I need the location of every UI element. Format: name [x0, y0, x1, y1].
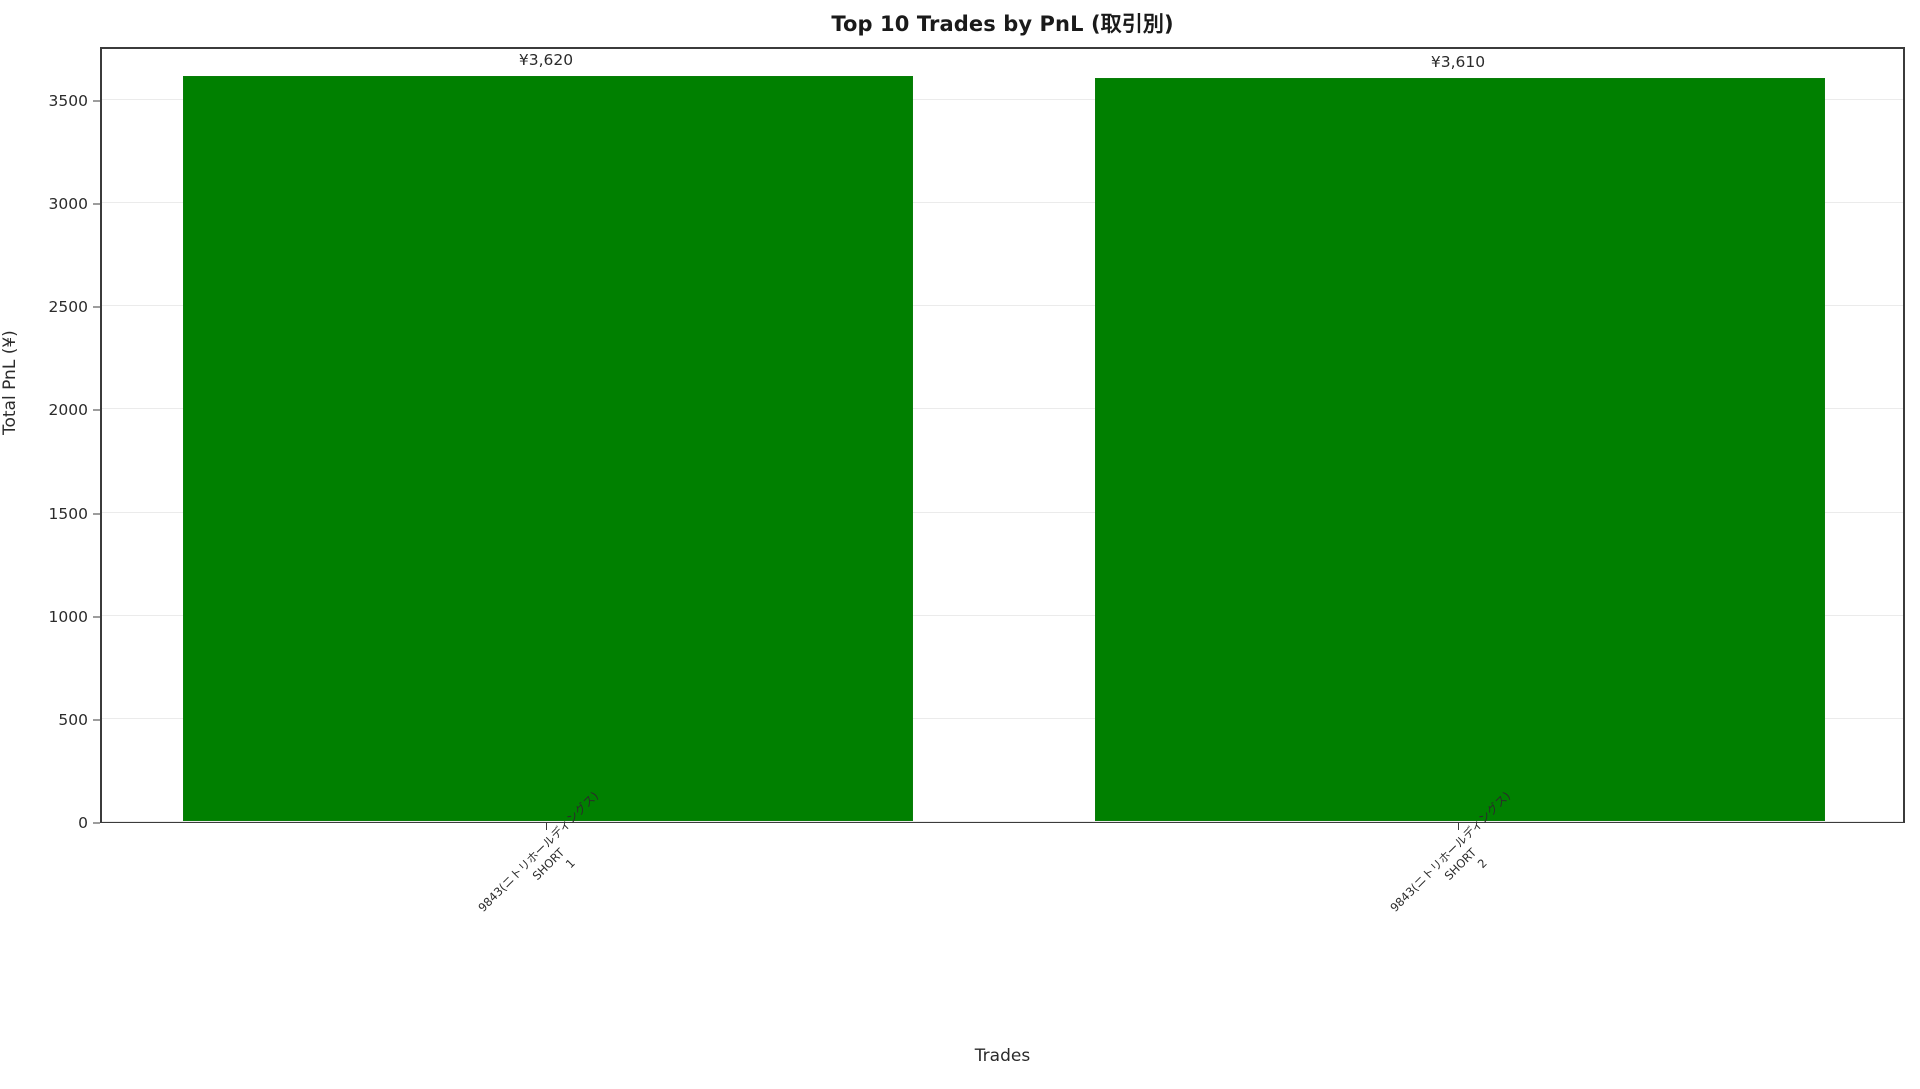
y-tick-mark-2500: [93, 306, 100, 308]
x-tick-mark-1: [546, 823, 547, 830]
bar-trade-2[interactable]: [1095, 77, 1825, 821]
x-axis-label: Trades: [974, 1046, 1031, 1066]
bar-value-label-1: ¥3,620: [518, 51, 574, 69]
y-tick-label-2000: 2000: [48, 401, 88, 420]
y-tick-label-1000: 1000: [48, 607, 88, 626]
x-tick-mark-2: [1458, 823, 1459, 830]
gridline-2000: [102, 408, 1903, 410]
y-axis-label: Total PnL (¥): [0, 330, 20, 435]
bar-value-label-2: ¥3,610: [1430, 53, 1486, 71]
chart-title: Top 10 Trades by PnL (取引別): [831, 12, 1174, 36]
y-tick-label-3000: 3000: [48, 195, 88, 214]
y-tick-label-1500: 1500: [48, 504, 88, 523]
gridline-2500: [102, 305, 1903, 307]
y-tick-mark-1000: [93, 616, 100, 618]
bar-trade-1[interactable]: [183, 75, 913, 821]
x-tick-label-2: 9843(ニトリホールディングス) SHORT 2: [1387, 789, 1513, 938]
y-tick-label-2500: 2500: [48, 298, 88, 317]
y-tick-mark-3500: [93, 100, 100, 102]
x-tick-label-1: 9843(ニトリホールディングス) SHORT 1: [475, 789, 601, 938]
gridline-1500: [102, 511, 1903, 513]
y-tick-label-3500: 3500: [48, 91, 88, 110]
y-tick-mark-2000: [93, 409, 100, 411]
y-tick-mark-3000: [93, 203, 100, 205]
y-tick-mark-1500: [93, 513, 100, 514]
plot-area: [100, 47, 1905, 823]
y-tick-mark-500: [93, 719, 100, 721]
y-tick-label-500: 500: [58, 710, 88, 729]
gridline-0: [102, 821, 1903, 822]
gridline-1000: [102, 614, 1903, 616]
gridline-3000: [102, 202, 1903, 204]
y-tick-label-0: 0: [78, 814, 88, 832]
y-tick-mark-0: [93, 822, 100, 824]
gridline-3500: [102, 98, 1903, 100]
gridline-500: [102, 717, 1903, 719]
